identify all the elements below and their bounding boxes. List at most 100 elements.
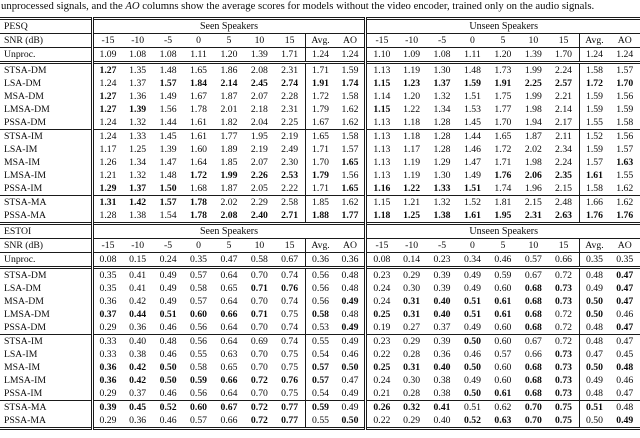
- value-cell: 1.70: [494, 117, 512, 128]
- value-cell: 0.70: [524, 402, 542, 413]
- value-cell: 1.08: [433, 49, 451, 60]
- row-label: PSSA-DM: [4, 322, 46, 333]
- value-cell: 0.73: [555, 362, 572, 373]
- snr-col-header: -15: [364, 238, 397, 253]
- value-cell: 1.65: [341, 157, 359, 168]
- value-cell: 1.13: [364, 143, 397, 156]
- value-cell: 0.38: [129, 349, 147, 360]
- value-cell: 1.18: [403, 117, 421, 128]
- group-header-seen: Seen Speakers: [90, 18, 366, 34]
- value-cell: 2.29: [250, 197, 268, 208]
- value-cell: 0.64: [220, 388, 238, 399]
- value-cell: 0.60: [494, 322, 512, 333]
- value-cell: 1.32: [129, 117, 147, 128]
- value-cell: 0.19: [364, 321, 397, 335]
- snr-col-header: 10: [254, 35, 265, 46]
- value-cell: 1.36: [129, 91, 147, 102]
- value-cell: 0.50: [578, 361, 610, 374]
- value-cell: 0.49: [341, 388, 359, 399]
- value-cell: 1.99: [524, 65, 542, 76]
- table-row: PESQ Seen Speakers Unseen Speakers: [0, 18, 640, 34]
- snr-col-header: 15: [558, 35, 569, 46]
- value-cell: 0.29: [90, 321, 123, 335]
- value-cell: 2.40: [250, 210, 268, 221]
- value-cell: 0.49: [341, 402, 359, 413]
- value-cell: 0.49: [463, 283, 481, 294]
- value-cell: 1.49: [159, 91, 177, 102]
- value-cell: 0.56: [190, 336, 207, 347]
- value-cell: 1.72: [304, 90, 336, 103]
- value-cell: 0.23: [364, 267, 397, 282]
- value-cell: 1.13: [364, 129, 397, 143]
- avg-col-header: Avg.: [304, 238, 336, 253]
- value-cell: 0.35: [90, 267, 123, 282]
- value-cell: 2.48: [555, 197, 572, 208]
- ao-col-header: AO: [617, 240, 632, 251]
- value-cell: 0.36: [90, 374, 123, 387]
- table-row: STSA-IM 0.33 0.40 0.48 0.56 0.64 0.69 0.74 0.55 0…: [0, 334, 640, 348]
- value-cell: 1.49: [463, 170, 481, 181]
- table-row: Unproc. 0.08 0.15 0.24 0.35 0.47 0.58 0.67 0.36 0…: [0, 252, 640, 268]
- value-cell: 1.29: [90, 182, 123, 196]
- value-cell: 0.58: [250, 254, 268, 265]
- value-cell: 1.76: [494, 170, 512, 181]
- value-cell: 1.39: [159, 144, 177, 155]
- value-cell: 1.67: [304, 116, 336, 130]
- value-cell: 0.22: [364, 414, 397, 429]
- row-label: LMSA-DM: [4, 104, 50, 115]
- snr-col-header: -10: [131, 240, 145, 251]
- value-cell: 0.60: [494, 362, 512, 373]
- value-cell: 1.51: [463, 91, 481, 102]
- value-cell: 0.54: [304, 348, 336, 361]
- results-table-body: PESQ Seen Speakers Unseen Speakers SNR (dB)…: [0, 18, 640, 429]
- value-cell: 1.13: [364, 169, 397, 182]
- value-cell: 1.27: [90, 103, 123, 116]
- value-cell: 0.71: [250, 309, 268, 320]
- snr-col-header: 0: [470, 35, 475, 46]
- value-cell: 0.68: [524, 322, 542, 333]
- value-cell: 0.29: [403, 415, 421, 426]
- value-cell: 1.87: [220, 183, 238, 194]
- value-cell: 0.47: [341, 375, 359, 386]
- value-cell: 0.72: [555, 309, 572, 320]
- value-cell: 1.56: [341, 170, 359, 181]
- row-label: STSA-IM: [4, 131, 43, 142]
- value-cell: 0.70: [250, 270, 268, 281]
- value-cell: 0.75: [281, 309, 299, 320]
- value-cell: 0.50: [341, 362, 359, 373]
- value-cell: 1.59: [616, 104, 634, 115]
- value-cell: 1.17: [403, 144, 421, 155]
- value-cell: 0.31: [403, 296, 421, 307]
- value-cell: 0.56: [304, 282, 336, 295]
- snr-col-header: 10: [528, 240, 539, 251]
- value-cell: 0.63: [494, 415, 512, 426]
- value-cell: 0.37: [433, 322, 451, 333]
- value-cell: 0.47: [616, 322, 634, 333]
- value-cell: 1.85: [220, 157, 238, 168]
- value-cell: 1.71: [494, 157, 512, 168]
- value-cell: 0.25: [364, 308, 397, 321]
- value-cell: 1.62: [341, 197, 359, 208]
- value-cell: 0.77: [281, 402, 299, 413]
- value-cell: 1.21: [403, 197, 421, 208]
- value-cell: 1.59: [463, 78, 481, 89]
- value-cell: 0.47: [578, 348, 610, 361]
- value-cell: 1.23: [403, 78, 421, 89]
- value-cell: 0.35: [190, 254, 207, 265]
- snr-col-header: 5: [500, 240, 506, 251]
- value-cell: 1.72: [190, 170, 207, 181]
- value-cell: 0.76: [281, 283, 299, 294]
- snr-label: SNR (dB): [4, 35, 44, 46]
- value-cell: 1.38: [433, 210, 451, 221]
- value-cell: 2.25: [281, 117, 299, 128]
- value-cell: 0.66: [220, 415, 238, 426]
- value-cell: 2.57: [555, 78, 572, 89]
- row-label: LSA-IM: [4, 144, 38, 155]
- value-cell: 0.76: [281, 375, 299, 386]
- value-cell: 0.14: [403, 254, 421, 265]
- value-cell: 1.70: [616, 78, 634, 89]
- value-cell: 1.79: [304, 103, 336, 116]
- value-cell: 1.59: [578, 143, 610, 156]
- value-cell: 0.57: [304, 361, 336, 374]
